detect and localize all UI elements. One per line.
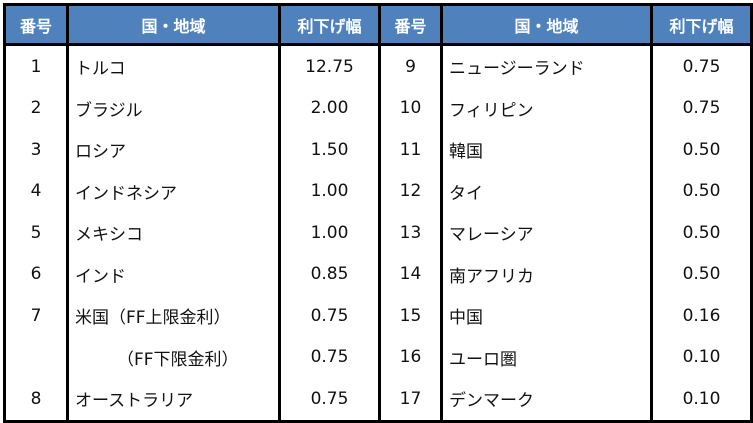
country-name: フィリピン xyxy=(440,87,652,129)
rate-cut: 0.50 xyxy=(650,212,752,254)
country-name: インドネシア xyxy=(66,170,280,212)
country-name: デンマーク xyxy=(440,378,652,421)
country-name: トルコ xyxy=(66,44,280,88)
rate-cut: 1.50 xyxy=(278,129,380,171)
row-number: 4 xyxy=(30,181,42,202)
country-name: メキシコ xyxy=(66,212,280,254)
header-cut: 利下げ幅 xyxy=(278,4,380,46)
rate-cut: 0.50 xyxy=(650,253,752,295)
rate-cut: 0.16 xyxy=(650,295,752,337)
rate-cut: 0.50 xyxy=(650,129,752,171)
header-number: 番号 xyxy=(4,4,68,46)
table-row: （FF下限金利） 0.75 16 ユーロ圏 0.10 xyxy=(5,336,752,379)
table-row: 5 メキシコ 1.00 13 マレーシア 0.50 xyxy=(5,212,752,254)
country-name: オーストラリア xyxy=(66,378,280,421)
country-name: タイ xyxy=(440,170,652,212)
row-number: 13 xyxy=(378,212,442,254)
table-row: 6 インド 0.85 14 南アフリカ 0.50 xyxy=(5,253,752,295)
row-number: 12 xyxy=(378,170,442,212)
table-row: 4 インドネシア 1.00 12 タイ 0.50 xyxy=(5,170,752,212)
row-number: 1 xyxy=(30,56,42,77)
country-name: 中国 xyxy=(440,295,652,337)
row-number: 7 xyxy=(30,305,42,326)
row-number: 15 xyxy=(378,295,442,337)
row-number: 16 xyxy=(378,336,442,378)
rate-cut: 0.75 xyxy=(278,378,380,421)
row-number: 9 xyxy=(378,44,442,88)
header-number: 番号 xyxy=(378,4,442,46)
rate-cut: 2.00 xyxy=(278,87,380,129)
rate-cut: 0.10 xyxy=(650,336,752,378)
row-number: 14 xyxy=(378,253,442,295)
rate-cut: 0.75 xyxy=(650,87,752,129)
row-number: 17 xyxy=(378,378,442,421)
table-row: 7 米国（FF上限金利） 0.75 15 中国 0.16 xyxy=(5,295,752,337)
country-name: ユーロ圏 xyxy=(440,336,652,378)
rate-cut-table: 番号 国・地域 利下げ幅 番号 国・地域 利下げ幅 1 トルコ 12.75 9 ニュージ… xyxy=(3,3,753,423)
row-number: 5 xyxy=(30,222,42,243)
country-name: 韓国 xyxy=(440,129,652,171)
table-row: 3 ロシア 1.50 11 韓国 0.50 xyxy=(5,129,752,171)
rate-cut: 0.10 xyxy=(650,378,752,421)
country-name: ニュージーランド xyxy=(440,44,652,88)
table-row: 8 オーストラリア 0.75 17 デンマーク 0.10 xyxy=(5,378,752,421)
table-row: 1 トルコ 12.75 9 ニュージーランド 0.75 xyxy=(5,44,752,88)
rate-cut: 12.75 xyxy=(278,44,380,88)
header-country: 国・地域 xyxy=(440,4,652,46)
row-number: 11 xyxy=(378,129,442,171)
rate-cut: 0.75 xyxy=(278,336,380,378)
row-number: 2 xyxy=(30,98,42,119)
country-name: （FF下限金利） xyxy=(66,336,280,378)
country-name: 米国（FF上限金利） xyxy=(66,295,280,337)
country-name: マレーシア xyxy=(440,212,652,254)
row-number: 6 xyxy=(30,264,42,285)
country-name: ロシア xyxy=(66,129,280,171)
header-country: 国・地域 xyxy=(66,4,280,46)
rate-cut: 1.00 xyxy=(278,212,380,254)
header-cut: 利下げ幅 xyxy=(650,4,752,46)
row-number xyxy=(5,337,68,379)
rate-cut: 0.75 xyxy=(278,295,380,337)
row-number: 10 xyxy=(378,87,442,129)
row-number: 3 xyxy=(30,139,42,160)
table-row: 2 ブラジル 2.00 10 フィリピン 0.75 xyxy=(5,87,752,129)
rate-cut: 0.75 xyxy=(650,44,752,88)
rate-cut: 0.85 xyxy=(278,253,380,295)
country-name: インド xyxy=(66,253,280,295)
row-number: 8 xyxy=(30,388,42,409)
country-name: ブラジル xyxy=(66,87,280,129)
rate-cut: 0.50 xyxy=(650,170,752,212)
header-row: 番号 国・地域 利下げ幅 番号 国・地域 利下げ幅 xyxy=(4,4,752,46)
rate-cut: 1.00 xyxy=(278,170,380,212)
country-name: 南アフリカ xyxy=(440,253,652,295)
